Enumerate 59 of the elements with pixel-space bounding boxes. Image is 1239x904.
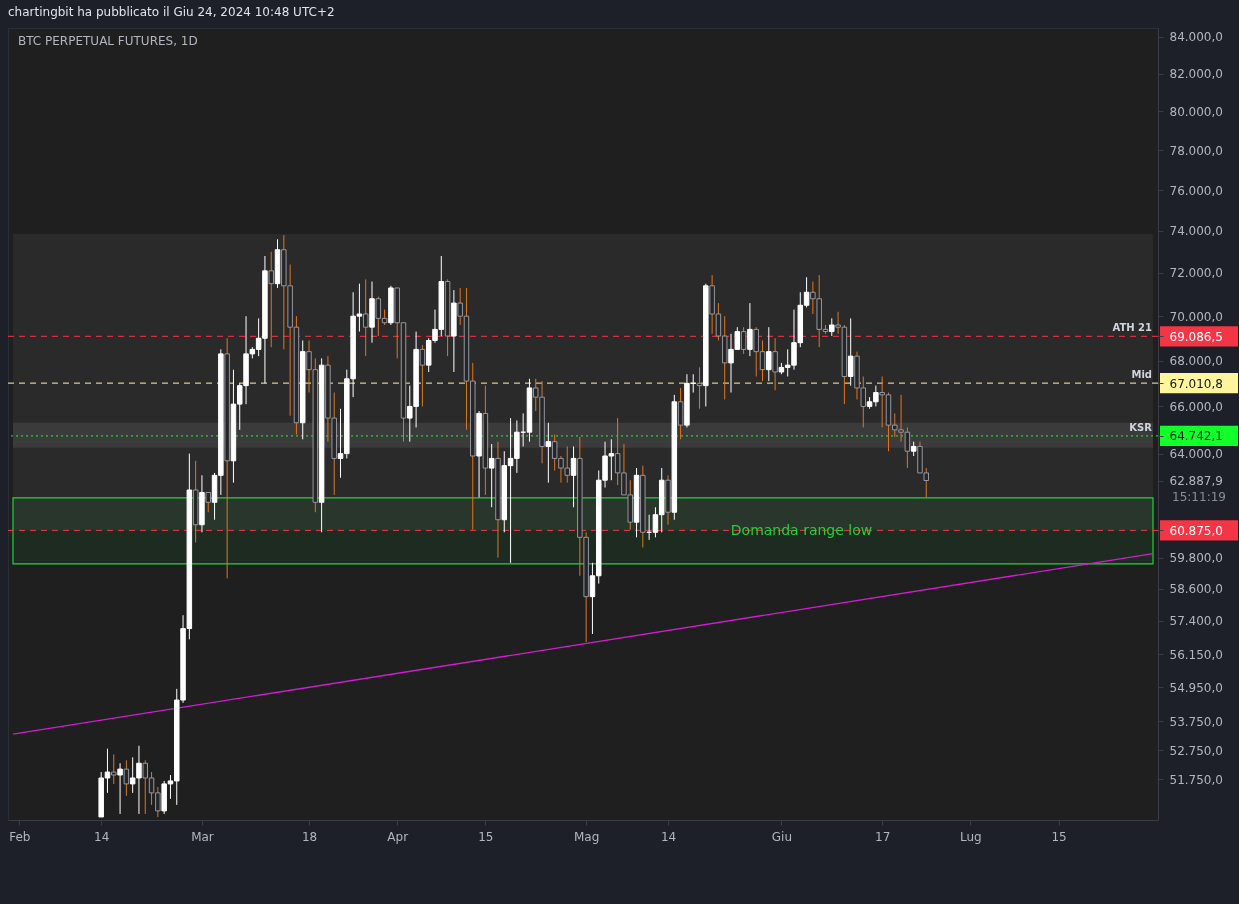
y-tick-label: 64.000,0 — [1169, 447, 1223, 462]
y-tick-label: 69.086,5 — [1169, 329, 1223, 344]
y-tick-label: 68.000,0 — [1169, 354, 1223, 369]
x-tick-label: 17 — [875, 829, 891, 844]
candlestick — [488, 443, 495, 508]
candlestick — [677, 387, 684, 440]
y-tick-label: 66.000,0 — [1169, 399, 1223, 414]
y-tick-label: 60.875,0 — [1169, 523, 1223, 538]
x-tick-label: Apr — [387, 829, 409, 844]
y-tick-label: 57.400,0 — [1169, 614, 1223, 629]
text: 15:11:19 — [1172, 489, 1226, 504]
y-tick-label: 78.000,0 — [1169, 143, 1223, 158]
x-tick-label: Giu — [771, 829, 793, 844]
candlestick — [545, 422, 552, 484]
y-tick-label: 51.750,0 — [1169, 772, 1223, 787]
ref-line-label: Mid — [1131, 369, 1152, 381]
band-label: Domanda range low — [730, 521, 873, 538]
candlestick — [766, 326, 772, 382]
x-tick-label: 14 — [660, 829, 677, 844]
candlestick — [205, 491, 211, 513]
y-tick-label: 82.000,0 — [1169, 67, 1223, 82]
candlestick — [123, 759, 130, 797]
y-tick-label: 62.887,9 — [1169, 474, 1223, 488]
y-tick-label: 84.000,0 — [1169, 30, 1223, 45]
y-tick-label: 52.750,0 — [1169, 743, 1223, 758]
x-tick-label: Lug — [960, 829, 982, 844]
y-tick-label: 76.000,0 — [1169, 183, 1223, 198]
candlestick — [740, 326, 747, 355]
y-tick-label: 54.950,0 — [1169, 680, 1223, 695]
candlestick — [747, 302, 753, 357]
x-tick-label: 18 — [301, 829, 318, 844]
y-tick-label: 64.742,1 — [1169, 429, 1223, 444]
ref-line-label: KSR — [1129, 421, 1153, 433]
y-tick-label: 67.010,8 — [1169, 376, 1223, 391]
ref-line-label: ATH 21 — [1112, 322, 1153, 334]
y-tick-label: 53.750,0 — [1169, 714, 1223, 729]
x-tick-label: Mar — [191, 829, 214, 844]
candlestick — [419, 344, 426, 407]
y-tick-label: 59.800,0 — [1169, 551, 1223, 566]
candlestick — [117, 762, 123, 815]
x-tick-label: Feb — [9, 829, 31, 844]
x-tick-label: 14 — [94, 829, 110, 844]
y-tick-label: 56.150,0 — [1169, 647, 1223, 662]
x-tick-label: Mag — [573, 829, 600, 844]
candlestick — [772, 337, 778, 391]
y-tick-label: 58.600,0 — [1169, 582, 1223, 597]
candlestick — [111, 753, 117, 785]
chart-subtitle: chartingbit ha pubblicato il Giu 24, 2024 10:48 UTC+2 — [7, 4, 336, 21]
candlestick — [362, 278, 369, 357]
y-tick-label: 80.000,0 — [1169, 104, 1223, 119]
text: BTC PERPETUAL FUTURES, 1D — [18, 34, 198, 48]
y-tick-label: 74.000,0 — [1169, 224, 1223, 239]
y-tick-label: 72.000,0 — [1169, 266, 1223, 281]
x-tick-label: 15 — [478, 829, 494, 844]
y-tick-label: 70.000,0 — [1169, 309, 1223, 324]
candlestick — [570, 445, 577, 508]
candlestick — [268, 251, 274, 348]
candlestick — [847, 317, 854, 387]
x-tick-label: 15 — [1051, 829, 1067, 844]
